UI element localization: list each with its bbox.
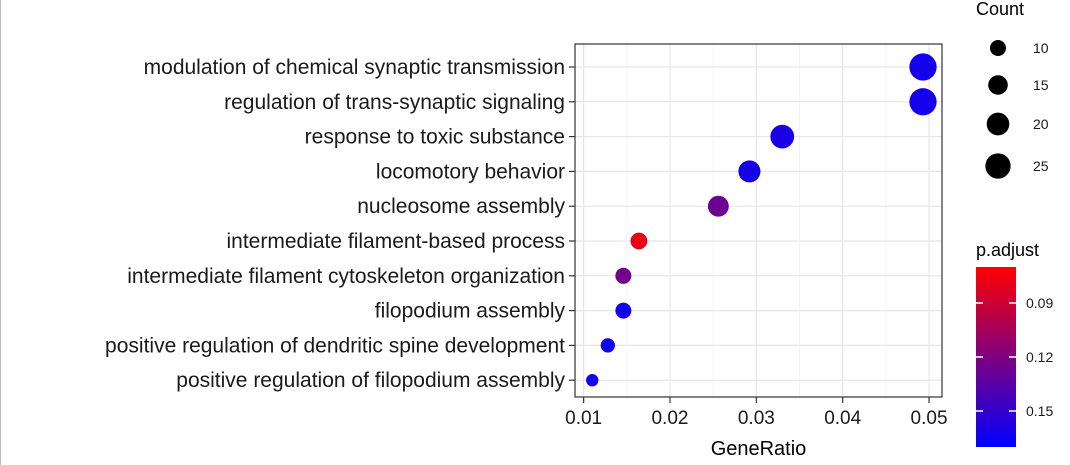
data-point bbox=[615, 267, 632, 284]
plot-panel-border bbox=[574, 43, 943, 398]
y-tick-label: positive regulation of dendritic spine d… bbox=[105, 334, 565, 357]
data-point bbox=[909, 88, 937, 116]
y-tick-label: positive regulation of filopodium assemb… bbox=[176, 369, 565, 392]
y-tick-label: locomotory behavior bbox=[376, 160, 565, 183]
data-point bbox=[909, 53, 937, 81]
y-tick-label: filopodium assembly bbox=[375, 300, 566, 323]
y-tick-label: intermediate filament-based process bbox=[226, 230, 565, 253]
legend-colorbar-label: 0.09 bbox=[1026, 295, 1053, 311]
legend-colorbar-label: 0.15 bbox=[1026, 403, 1053, 419]
data-point bbox=[630, 232, 648, 250]
legend-count-dot bbox=[985, 153, 1011, 179]
legend-count-label: 20 bbox=[1033, 116, 1049, 132]
data-point bbox=[738, 160, 761, 183]
x-axis-title: GeneRatio bbox=[711, 438, 807, 460]
y-tick-label: regulation of trans-synaptic signaling bbox=[224, 91, 565, 114]
x-tick-label: 0.02 bbox=[651, 408, 688, 429]
y-tick-label: intermediate filament cytoskeleton organ… bbox=[127, 265, 565, 288]
x-tick-label: 0.05 bbox=[911, 408, 948, 429]
legend-count-label: 10 bbox=[1033, 40, 1049, 56]
y-tick-label: nucleosome assembly bbox=[357, 195, 565, 218]
y-tick-label: modulation of chemical synaptic transmis… bbox=[144, 56, 565, 79]
x-tick-label: 0.03 bbox=[738, 408, 775, 429]
legend-count-dot bbox=[986, 112, 1010, 136]
legend-count-title: Count bbox=[976, 0, 1024, 19]
y-tick-label: response to toxic substance bbox=[305, 126, 565, 149]
data-point bbox=[586, 374, 599, 387]
legend-color-title: p.adjust bbox=[976, 240, 1039, 260]
data-point bbox=[600, 338, 615, 353]
data-point bbox=[707, 195, 729, 217]
x-tick-label: 0.01 bbox=[565, 408, 602, 429]
legend-count-dot bbox=[988, 75, 1008, 95]
legend-colorbar-label: 0.12 bbox=[1026, 349, 1053, 365]
data-point bbox=[615, 302, 632, 319]
data-point bbox=[770, 124, 795, 149]
window-left-edge bbox=[0, 0, 1, 465]
legend-count-label: 15 bbox=[1033, 77, 1049, 93]
x-tick-label: 0.04 bbox=[824, 408, 861, 429]
legend-count-label: 25 bbox=[1033, 158, 1049, 174]
legend-count-dot bbox=[989, 39, 1007, 57]
